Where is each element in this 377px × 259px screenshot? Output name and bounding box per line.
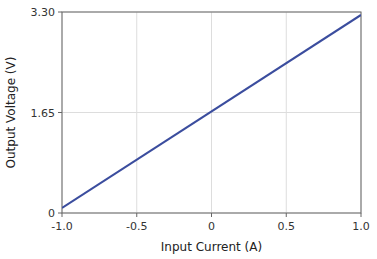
- chart-container: -1.0 -0.5 0 0.5 1.0 0 1.65 3.30 Input Current (A…: [0, 0, 377, 259]
- data-line: [62, 15, 361, 208]
- y-axis-label: Output Voltage (V): [4, 57, 18, 169]
- x-tick-label: 0.5: [278, 220, 296, 233]
- y-tick-label: 1.65: [31, 107, 56, 120]
- y-tick: [58, 12, 62, 13]
- x-tick: [361, 213, 362, 217]
- y-tick-label: 0: [48, 207, 55, 220]
- x-tick: [286, 213, 287, 217]
- x-axis-label: Input Current (A): [161, 240, 262, 254]
- chart-svg: -1.0 -0.5 0 0.5 1.0 0 1.65 3.30 Input Current (A…: [0, 0, 377, 259]
- grid: [62, 12, 361, 213]
- x-tick: [136, 213, 137, 217]
- x-tick: [62, 213, 63, 217]
- y-tick: [58, 213, 62, 214]
- background: [0, 0, 377, 259]
- plot-frame: [62, 12, 361, 213]
- x-tick-label: 0: [208, 220, 215, 233]
- x-tick-label: 1.0: [352, 220, 370, 233]
- data-group: [62, 15, 361, 208]
- y-axis: 0 1.65 3.30: [31, 6, 63, 220]
- y-tick: [58, 112, 62, 113]
- y-tick-label: 3.30: [31, 6, 56, 19]
- x-tick-label: -1.0: [51, 220, 72, 233]
- x-tick: [211, 213, 212, 217]
- x-axis: -1.0 -0.5 0 0.5 1.0: [51, 213, 369, 233]
- x-tick-label: -0.5: [126, 220, 147, 233]
